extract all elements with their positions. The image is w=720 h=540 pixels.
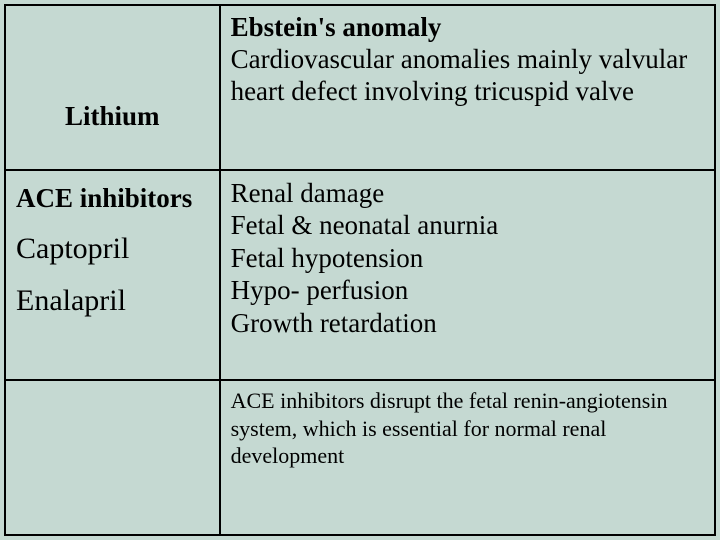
effect-text: Fetal hypotension bbox=[231, 242, 704, 274]
effect-text: Renal damage bbox=[231, 177, 704, 209]
cell-ace-effects: Renal damage Fetal & neonatal anurnia Fe… bbox=[220, 170, 715, 380]
cell-drug-lithium: Lithium bbox=[5, 5, 220, 170]
cell-ace-note: ACE inhibitors disrupt the fetal renin-a… bbox=[220, 380, 715, 535]
effect-text: Fetal & neonatal anurnia bbox=[231, 209, 704, 241]
drug-name-label: Lithium bbox=[16, 77, 209, 132]
table-row: ACE inhibitors disrupt the fetal renin-a… bbox=[5, 380, 715, 535]
table-row: Lithium Ebstein's anomaly Cardiovascular… bbox=[5, 5, 715, 170]
cell-drug-ace: ACE inhibitors Captopril Enalapril bbox=[5, 170, 220, 380]
description-text: Cardiovascular anomalies mainly valvular… bbox=[231, 43, 704, 108]
drug-effects-table: Lithium Ebstein's anomaly Cardiovascular… bbox=[4, 4, 716, 536]
cell-empty bbox=[5, 380, 220, 535]
cell-lithium-effects: Ebstein's anomaly Cardiovascular anomali… bbox=[220, 5, 715, 170]
drug-class-label: ACE inhibitors bbox=[16, 177, 209, 214]
note-text: ACE inhibitors disrupt the fetal renin-a… bbox=[231, 387, 704, 470]
drug-name-label: Captopril bbox=[16, 232, 209, 266]
effect-text: Hypo- perfusion bbox=[231, 274, 704, 306]
effect-text: Growth retardation bbox=[231, 307, 704, 339]
table-row: ACE inhibitors Captopril Enalapril Renal… bbox=[5, 170, 715, 380]
syndrome-heading: Ebstein's anomaly bbox=[231, 12, 704, 43]
drug-name-label: Enalapril bbox=[16, 284, 209, 318]
